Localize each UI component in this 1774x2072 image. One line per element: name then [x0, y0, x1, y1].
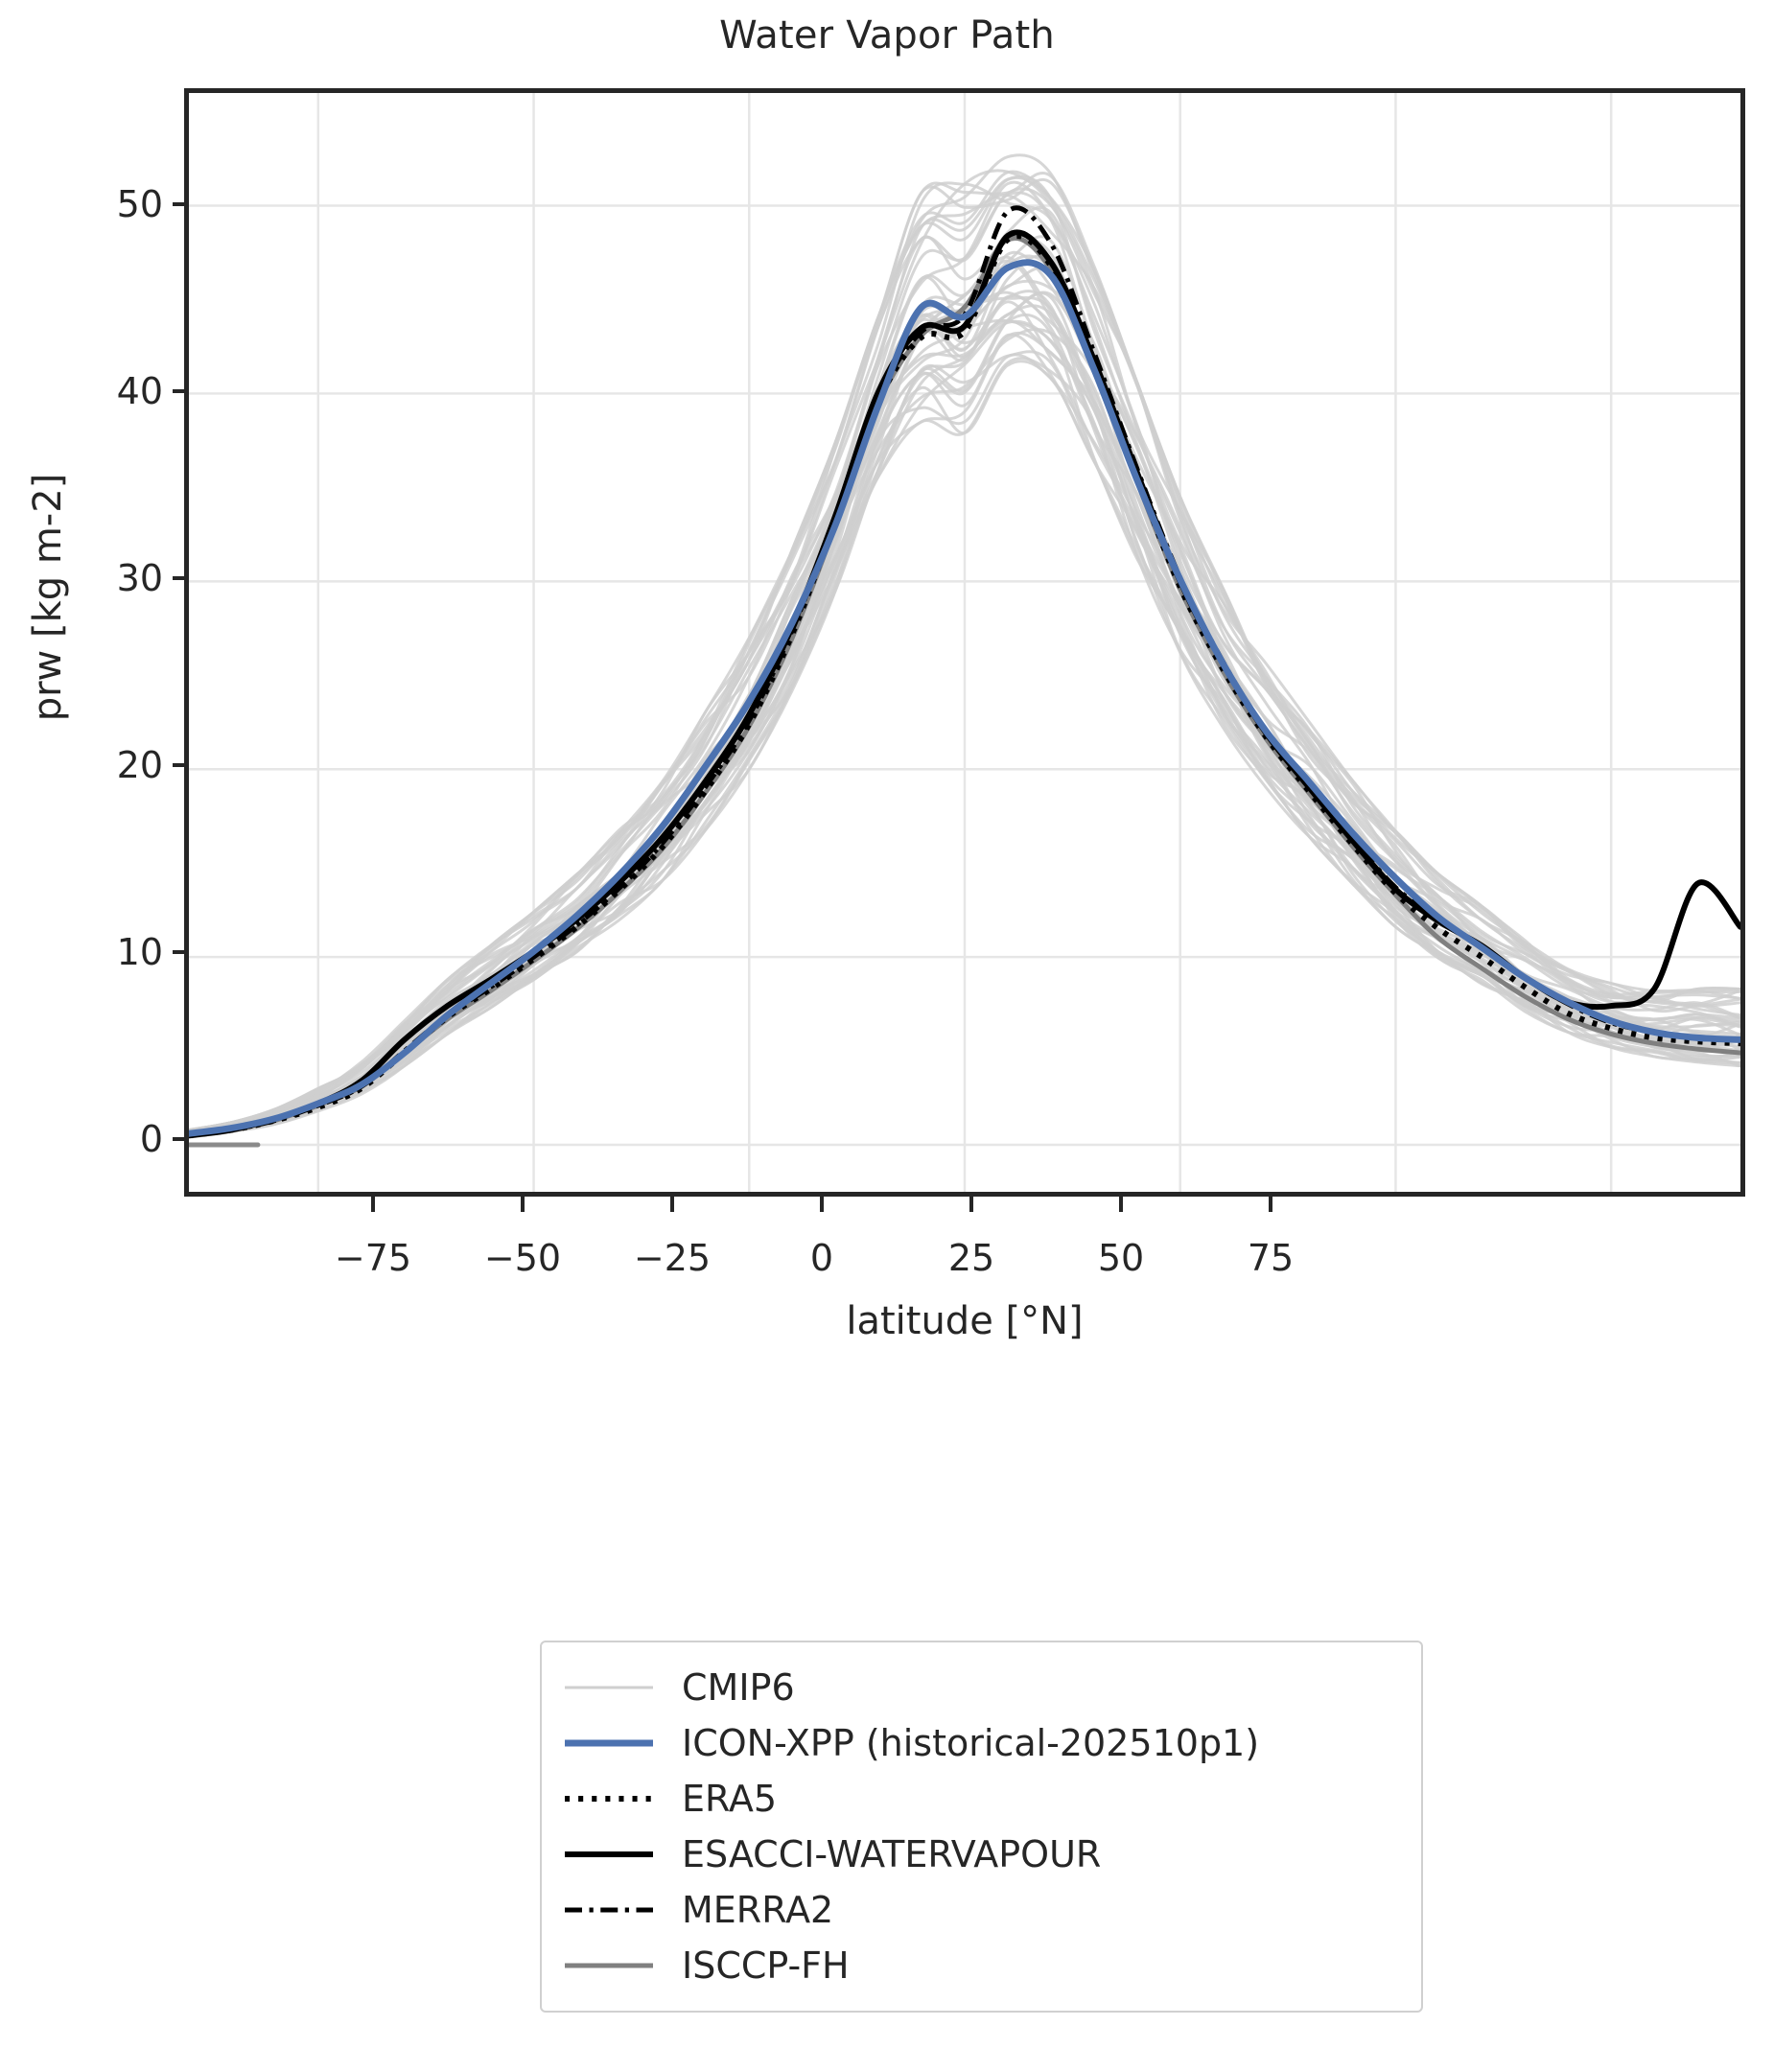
legend-label: ERA5: [682, 1778, 778, 1820]
legend-swatch-icon: [563, 1674, 655, 1701]
series-line: [189, 333, 1740, 1139]
x-axis-label: latitude [°N]: [846, 1299, 1084, 1343]
series-line: [189, 175, 1740, 1134]
legend-item-esacci-watervapour[interactable]: ESACCI-WATERVAPOUR: [542, 1827, 1421, 1882]
legend-swatch-icon: [563, 1897, 655, 1923]
x-tick-label: 50: [1097, 1237, 1145, 1279]
x-tick-mark: [969, 1197, 973, 1212]
legend: CMIP6 ICON-XPP (historical-202510p1) ERA…: [540, 1641, 1423, 2013]
x-tick-mark: [521, 1197, 525, 1212]
y-tick-label: 10: [116, 931, 163, 973]
legend-label: ISCCP-FH: [682, 1944, 850, 1987]
y-tick-label: 40: [116, 370, 163, 412]
y-tick-label: 30: [116, 557, 163, 599]
y-tick-mark: [173, 389, 186, 393]
legend-swatch-icon: [563, 1785, 655, 1812]
legend-swatch-icon: [563, 1730, 655, 1757]
legend-item-merra2[interactable]: MERRA2: [542, 1882, 1421, 1938]
x-tick-mark: [1269, 1197, 1272, 1212]
legend-label: ESACCI-WATERVAPOUR: [682, 1833, 1102, 1875]
legend-item-icon-xpp[interactable]: ICON-XPP (historical-202510p1): [542, 1715, 1421, 1771]
y-tick-mark: [173, 576, 186, 580]
x-tick-label: 0: [809, 1237, 834, 1279]
x-tick-label: −25: [633, 1237, 712, 1279]
x-tick-mark: [820, 1197, 824, 1212]
y-tick-label: 50: [116, 183, 163, 225]
legend-item-cmip6[interactable]: CMIP6: [542, 1660, 1421, 1715]
legend-label: CMIP6: [682, 1666, 795, 1709]
series-line: [189, 259, 1740, 1137]
x-tick-mark: [371, 1197, 375, 1212]
y-tick-mark: [173, 763, 186, 767]
x-tick-label: 75: [1247, 1237, 1295, 1279]
y-axis-label: prw [kg m-2]: [26, 473, 70, 722]
series-line: [189, 191, 1740, 1135]
plot-canvas: [189, 93, 1740, 1192]
y-tick-mark: [173, 202, 186, 206]
x-tick-label: −50: [483, 1237, 562, 1279]
chart-title: Water Vapor Path: [719, 13, 1055, 58]
y-tick-mark: [173, 950, 186, 954]
series-lines: [189, 153, 1740, 1148]
y-tick-label: 20: [116, 744, 163, 786]
x-tick-label: −75: [334, 1237, 412, 1279]
x-tick-label: 25: [947, 1237, 995, 1279]
x-tick-mark: [1119, 1197, 1123, 1212]
plot-area: [184, 88, 1745, 1197]
y-tick-label: 0: [139, 1118, 163, 1160]
y-tick-mark: [173, 1137, 186, 1141]
legend-swatch-icon: [563, 1952, 655, 1979]
legend-label: MERRA2: [682, 1889, 834, 1931]
legend-item-isccp-fh[interactable]: ISCCP-FH: [542, 1938, 1421, 1993]
series-line: [189, 170, 1740, 1132]
legend-swatch-icon: [563, 1841, 655, 1868]
x-tick-mark: [670, 1197, 674, 1212]
legend-item-era5[interactable]: ERA5: [542, 1771, 1421, 1827]
legend-label: ICON-XPP (historical-202510p1): [682, 1722, 1260, 1764]
